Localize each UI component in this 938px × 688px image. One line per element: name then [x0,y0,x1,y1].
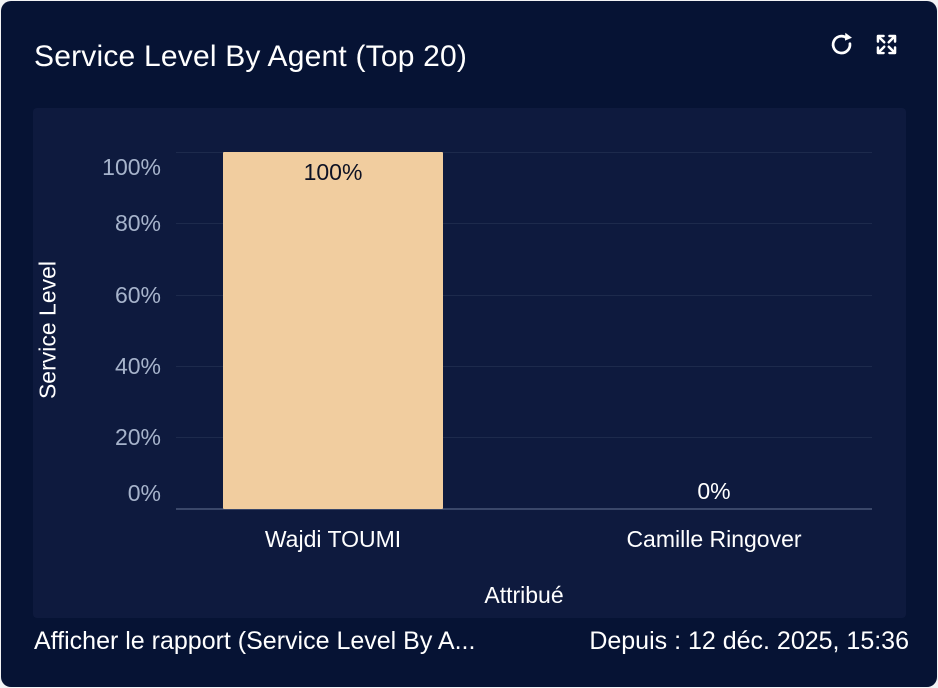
show-report-link[interactable]: Afficher le rapport (Service Level By A.… [34,627,476,655]
page-title: Service Level By Agent (Top 20) [34,40,468,73]
expand-button[interactable] [873,31,900,58]
y-tick-label: 40% [114,353,161,379]
chart-panel [33,108,906,618]
since-timestamp: Depuis : 12 déc. 2025, 15:36 [589,627,909,655]
refresh-icon [828,31,855,58]
category-label-wajdi-toumi: Wajdi TOUMI [264,526,402,552]
gridline [176,152,872,153]
gridline [176,223,872,224]
value-label: 100% [303,158,363,185]
gridline [176,437,872,438]
refresh-button[interactable] [828,31,855,58]
bar-wajdi-toumi[interactable] [223,151,443,509]
x-axis-line [176,508,872,510]
x-axis-title: Attribué [484,582,564,608]
category-label-camille-ringover: Camille Ringover [626,526,802,552]
gridline [176,295,872,296]
gridline [176,366,872,367]
y-tick-label: 0% [127,480,161,506]
value-label: 0% [697,478,731,504]
y-axis-title: Service Level [34,260,61,400]
y-tick-label: 100% [102,154,161,180]
expand-icon [873,31,900,58]
y-tick-label: 60% [114,282,161,308]
y-tick-label: 20% [114,424,161,450]
y-tick-label: 80% [114,210,161,236]
